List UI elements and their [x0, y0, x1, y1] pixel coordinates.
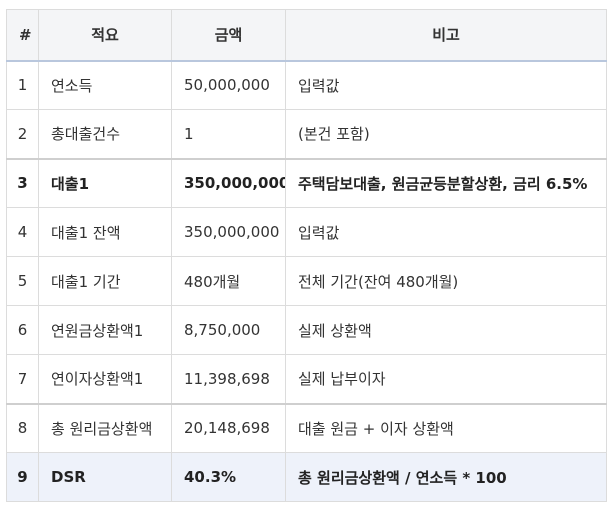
row-note: 총 원리금상환액 / 연소득 * 100: [285, 452, 607, 502]
row-note: 입력값: [285, 60, 607, 110]
table-row: 4 대출1 잔액 350,000,000 입력값: [6, 207, 607, 257]
row-amount: 480개월: [171, 256, 286, 306]
table-row: 6 연원금상환액1 8,750,000 실제 상환액: [6, 305, 607, 355]
row-item: 연이자상환액1: [38, 354, 172, 404]
row-number: 1: [6, 60, 39, 110]
row-item: 대출1: [38, 157, 172, 208]
row-note: 주택담보대출, 원금균등분할상환, 금리 6.5%: [285, 157, 607, 208]
row-amount: 1: [171, 109, 286, 159]
table-row: 7 연이자상환액1 11,398,698 실제 납부이자: [6, 354, 607, 404]
row-number: 5: [6, 256, 39, 306]
row-amount: 20,148,698: [171, 402, 286, 453]
table-row: 8 총 원리금상환액 20,148,698 대출 원금 + 이자 상환액: [6, 402, 607, 453]
row-amount: 8,750,000: [171, 305, 286, 355]
row-item: DSR: [38, 452, 172, 502]
row-item: 총대출건수: [38, 109, 172, 159]
row-note: 실제 납부이자: [285, 354, 607, 404]
row-note: 실제 상환액: [285, 305, 607, 355]
row-number: 9: [6, 452, 39, 502]
row-item: 총 원리금상환액: [38, 402, 172, 453]
row-item: 대출1 잔액: [38, 207, 172, 257]
row-number: 4: [6, 207, 39, 257]
row-item: 연소득: [38, 60, 172, 110]
dsr-calculation-table: # 적요 금액 비고 1 연소득 50,000,000 입력값 2 총대출건수 …: [6, 9, 607, 502]
header-row: # 적요 금액 비고: [6, 9, 607, 62]
table-row-dsr-result: 9 DSR 40.3% 총 원리금상환액 / 연소득 * 100: [6, 452, 607, 502]
row-item: 대출1 기간: [38, 256, 172, 306]
header-note: 비고: [285, 9, 607, 62]
row-note: 전체 기간(잔여 480개월): [285, 256, 607, 306]
table-row: 5 대출1 기간 480개월 전체 기간(잔여 480개월): [6, 256, 607, 306]
dsr-table-container: # 적요 금액 비고 1 연소득 50,000,000 입력값 2 총대출건수 …: [6, 9, 607, 502]
row-amount: 350,000,000: [171, 207, 286, 257]
row-note: 입력값: [285, 207, 607, 257]
row-amount: 50,000,000: [171, 60, 286, 110]
row-item: 연원금상환액1: [38, 305, 172, 355]
row-note: (본건 포함): [285, 109, 607, 159]
row-amount: 350,000,000: [171, 157, 286, 208]
header-amount: 금액: [171, 9, 286, 62]
row-note: 대출 원금 + 이자 상환액: [285, 402, 607, 453]
row-number: 7: [6, 354, 39, 404]
table-header: # 적요 금액 비고: [6, 9, 607, 62]
row-amount: 11,398,698: [171, 354, 286, 404]
table-row: 2 총대출건수 1 (본건 포함): [6, 109, 607, 159]
row-number: 3: [6, 157, 39, 208]
table-row-loan-summary: 3 대출1 350,000,000 주택담보대출, 원금균등분할상환, 금리 6…: [6, 157, 607, 208]
row-number: 8: [6, 402, 39, 453]
header-number: #: [6, 9, 39, 62]
row-number: 6: [6, 305, 39, 355]
row-amount: 40.3%: [171, 452, 286, 502]
table-body: 1 연소득 50,000,000 입력값 2 총대출건수 1 (본건 포함) 3…: [6, 60, 607, 502]
header-item: 적요: [38, 9, 172, 62]
row-number: 2: [6, 109, 39, 159]
table-row: 1 연소득 50,000,000 입력값: [6, 60, 607, 110]
